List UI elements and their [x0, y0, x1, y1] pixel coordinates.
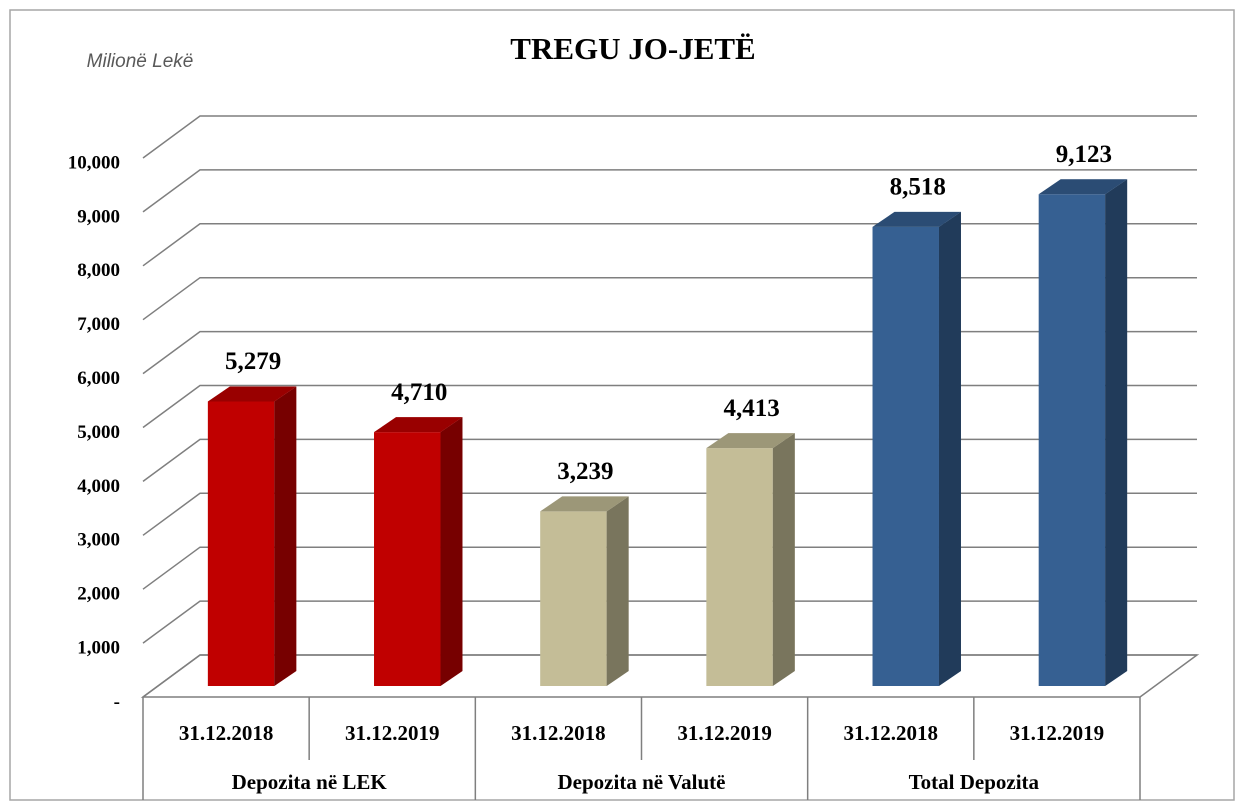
bar-side	[938, 211, 961, 686]
grid-line	[142, 384, 1197, 429]
unit-label: Milionë Lekë	[87, 51, 194, 72]
grid-line	[142, 492, 1197, 536]
grid-line	[142, 276, 1197, 321]
data-label: 5,279	[225, 348, 281, 375]
grid-line	[142, 546, 1197, 590]
x-tick-label: 31.12.2018	[179, 721, 274, 745]
bar	[207, 401, 275, 686]
data-label: 8,518	[890, 174, 946, 201]
grid-line	[142, 169, 1197, 213]
bar-side-shade	[938, 211, 961, 686]
chart-title: TREGU JO-JETË	[510, 31, 755, 66]
bar-side-shade	[274, 386, 297, 686]
x-tick-label: 31.12.2019	[677, 721, 772, 745]
bar-side	[440, 417, 463, 686]
y-tick-label: 6,000	[77, 368, 120, 389]
y-tick-label: 5,000	[77, 422, 120, 443]
bar	[706, 448, 773, 686]
bar-top	[207, 386, 297, 402]
y-tick-label: -	[114, 691, 120, 712]
bar-top	[374, 417, 463, 433]
bar-top-shade	[374, 417, 463, 433]
bar-top	[872, 211, 961, 227]
y-tick-label: 3,000	[77, 530, 120, 551]
group-label: Depozita në LEK	[232, 770, 388, 794]
grid-line	[142, 115, 1197, 159]
x-tick-label: 31.12.2018	[844, 721, 939, 745]
grid-line	[142, 223, 1197, 267]
bar-top	[1038, 179, 1128, 195]
y-tick-label: 10,000	[68, 152, 120, 173]
bar-side	[606, 496, 629, 686]
grid-line	[142, 654, 1197, 698]
data-label: 4,413	[723, 395, 779, 422]
y-tick-label: 2,000	[77, 584, 120, 605]
bar-top-shade	[872, 211, 961, 227]
bar	[1038, 194, 1106, 686]
bar-side-shade	[772, 433, 795, 686]
bar-side	[1105, 179, 1128, 686]
x-tick-label: 31.12.2019	[1010, 721, 1105, 745]
group-label: Depozita në Valutë	[558, 770, 726, 794]
bar-top-shade	[1038, 179, 1128, 195]
data-label: 4,710	[391, 379, 447, 406]
bar-side	[274, 386, 297, 686]
y-tick-label: 1,000	[77, 637, 120, 658]
bar-side-shade	[1105, 179, 1128, 686]
grid-line	[142, 330, 1197, 375]
bar-side-shade	[440, 417, 463, 686]
bar-side-shade	[606, 496, 629, 686]
y-tick-label: 7,000	[77, 314, 120, 335]
bar-top-shade	[706, 433, 795, 449]
bar-top-shade	[540, 496, 629, 512]
grid-line	[142, 438, 1197, 483]
y-tick-label: 8,000	[77, 260, 120, 281]
y-tick-label: 4,000	[77, 476, 120, 497]
data-label: 9,123	[1056, 141, 1112, 168]
y-tick-label: 9,000	[77, 206, 120, 227]
bar	[540, 511, 607, 686]
x-tick-label: 31.12.2018	[511, 721, 606, 745]
bar-top	[540, 496, 629, 512]
data-label: 3,239	[557, 458, 613, 485]
bar	[374, 432, 441, 686]
bar	[872, 226, 939, 686]
x-tick-label: 31.12.2019	[345, 721, 440, 745]
bar-top-shade	[207, 386, 297, 402]
bar-side	[772, 433, 795, 686]
bar-top	[706, 433, 795, 449]
grid-line	[142, 600, 1197, 644]
group-label: Total Depozita	[909, 770, 1040, 794]
